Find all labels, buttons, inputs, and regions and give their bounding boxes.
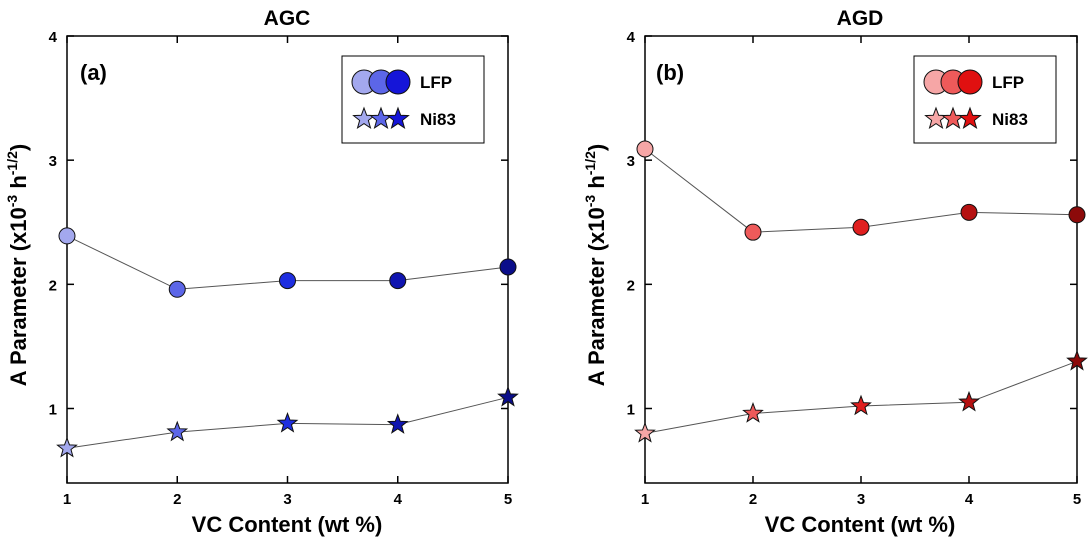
data-point-ni83: [634, 421, 656, 443]
data-point-lfp: [279, 272, 296, 290]
data-point-lfp: [58, 227, 76, 245]
panel-agc: AGC 1 2 3 4 5 1 2 3 4 (a) VC Content (wt %) LFP N…: [49, 7, 519, 537]
x-tick-label: 2: [173, 491, 181, 508]
data-point-lfp: [168, 280, 186, 298]
data-point-lfp: [1068, 206, 1086, 224]
series-markers: [56, 227, 519, 458]
legend-box: [913, 55, 1057, 144]
legend: LFP Ni83: [913, 55, 1057, 144]
legend: LFP Ni83: [341, 55, 485, 144]
data-point-ni83: [166, 420, 189, 442]
y-axis-label-b: A Parameter (x10-3 h-1/2): [582, 144, 609, 386]
data-point-ni83: [958, 390, 980, 412]
data-point-ni83: [386, 413, 409, 434]
x-tick-label: 3: [857, 491, 865, 508]
data-point-lfp: [636, 140, 654, 158]
axis-ticks: 1 2 3 4 5 1 2 3 4: [627, 29, 1082, 508]
data-point-lfp: [852, 218, 870, 236]
x-tick-label: 1: [641, 491, 649, 508]
y-tick-label: 1: [627, 402, 635, 419]
axis-ticks: 1 2 3 4 5 1 2 3 4: [49, 29, 513, 508]
series-lines: [644, 148, 1078, 434]
panel-label: (b): [656, 60, 684, 85]
chart-title: AGC: [264, 7, 311, 30]
legend-label-ni83: Ni83: [420, 110, 456, 129]
y-tick-label: 2: [49, 277, 57, 294]
data-point-ni83: [742, 402, 764, 423]
y-tick-label: 2: [627, 277, 635, 294]
x-tick-label: 4: [394, 491, 403, 508]
legend-label-lfp: LFP: [992, 73, 1024, 92]
legend-marker-lfp: [385, 69, 411, 95]
x-axis-label: VC Content (wt %): [765, 512, 956, 537]
y-tick-label: 4: [627, 29, 636, 46]
legend-label-lfp: LFP: [420, 73, 452, 92]
x-tick-label: 1: [63, 491, 71, 508]
y-tick-label: 1: [49, 402, 57, 419]
series-markers: [634, 140, 1088, 443]
legend-marker-ni83: [386, 106, 410, 130]
panel-agd: AGD 1 2 3 4 5 1 2 3 4 (b) VC Content (wt %) LFP N…: [627, 7, 1088, 537]
panel-label: (a): [80, 60, 107, 85]
y-tick-label: 4: [49, 29, 58, 46]
x-tick-label: 5: [1073, 491, 1081, 508]
x-tick-label: 4: [965, 491, 974, 508]
data-point-lfp: [389, 272, 407, 290]
legend-label-ni83: Ni83: [992, 110, 1028, 129]
legend-marker-lfp: [957, 69, 983, 95]
legend-marker-ni83: [958, 106, 982, 130]
x-tick-label: 3: [283, 491, 291, 508]
data-point-lfp: [499, 258, 517, 276]
data-point-lfp: [960, 203, 978, 221]
y-tick-label: 3: [49, 153, 57, 170]
data-point-lfp: [744, 223, 762, 241]
chart-title: AGD: [837, 7, 884, 30]
data-point-ni83: [850, 394, 872, 416]
data-point-ni83: [1066, 349, 1088, 371]
x-tick-label: 2: [749, 491, 757, 508]
data-point-ni83: [497, 385, 519, 407]
data-point-ni83: [276, 411, 299, 433]
x-axis-label: VC Content (wt %): [192, 512, 383, 537]
y-tick-label: 3: [627, 153, 635, 170]
legend-box: [341, 55, 485, 144]
y-axis-label-a: A Parameter (x10-3 h-1/2): [4, 144, 31, 386]
x-tick-label: 5: [504, 491, 512, 508]
data-point-ni83: [56, 436, 78, 458]
